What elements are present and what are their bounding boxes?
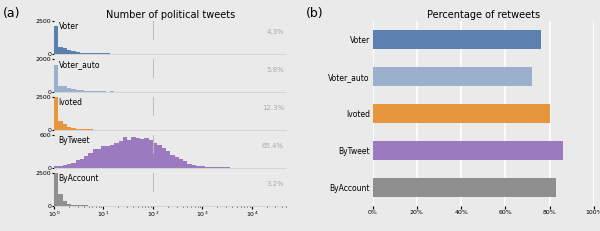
Title: Percentage of retweets: Percentage of retweets [427, 10, 540, 20]
Bar [200, 166, 205, 168]
Bar [145, 137, 149, 168]
Bar [58, 47, 62, 54]
Bar [110, 91, 114, 92]
Bar [62, 165, 67, 168]
Bar [205, 167, 209, 168]
Bar [196, 166, 200, 168]
Bar [71, 51, 76, 54]
Bar [76, 160, 80, 168]
Text: 5.8%: 5.8% [266, 67, 284, 73]
Bar [161, 148, 166, 168]
Bar [110, 145, 114, 168]
Bar [123, 137, 127, 168]
Bar [149, 140, 153, 168]
Bar [373, 103, 550, 123]
Bar [88, 53, 93, 54]
Bar [80, 90, 84, 92]
Bar [76, 52, 80, 54]
Bar [58, 121, 62, 130]
Text: 12.3%: 12.3% [262, 105, 284, 111]
Bar [373, 67, 532, 86]
Bar [76, 129, 80, 130]
Bar [93, 91, 97, 92]
Text: 4.3%: 4.3% [266, 29, 284, 35]
Bar [54, 65, 58, 92]
Bar [67, 204, 71, 206]
Bar [67, 127, 71, 130]
Bar [101, 146, 106, 168]
Bar [54, 157, 58, 206]
Bar [54, 95, 58, 130]
Bar [119, 141, 123, 168]
Bar [183, 161, 187, 168]
Text: Ivoted: Ivoted [59, 98, 83, 107]
Bar [101, 91, 106, 92]
Bar [114, 143, 119, 168]
Title: Number of political tweets: Number of political tweets [106, 10, 235, 20]
Bar [76, 205, 80, 206]
Bar [80, 159, 84, 168]
Bar [166, 151, 170, 168]
Bar [175, 157, 179, 168]
Bar [213, 167, 218, 168]
Bar [373, 177, 556, 197]
Bar [170, 155, 175, 168]
Bar [58, 166, 62, 168]
Bar [67, 164, 71, 168]
Bar [54, 166, 58, 168]
Text: (b): (b) [306, 7, 323, 20]
Bar [76, 90, 80, 92]
Bar [62, 124, 67, 130]
Bar [88, 91, 93, 92]
Bar [187, 164, 192, 168]
Bar [93, 53, 97, 54]
Bar [71, 205, 76, 206]
Bar [54, 26, 58, 54]
Bar [209, 167, 213, 168]
Bar [97, 53, 101, 54]
Bar [58, 86, 62, 92]
Bar [80, 129, 84, 130]
Bar [84, 53, 88, 54]
Bar [140, 139, 145, 168]
Bar [127, 140, 131, 168]
Bar [93, 149, 97, 168]
Bar [62, 201, 67, 206]
Bar [131, 137, 136, 168]
Bar [71, 89, 76, 92]
Bar [101, 53, 106, 54]
Bar [84, 156, 88, 168]
Bar [97, 149, 101, 168]
Bar [192, 165, 196, 168]
Text: Voter_auto: Voter_auto [59, 60, 100, 69]
Bar [71, 128, 76, 130]
Bar [62, 49, 67, 54]
Bar [153, 143, 157, 168]
Bar [88, 153, 93, 168]
Bar [84, 91, 88, 92]
Text: ByAccount: ByAccount [59, 174, 99, 183]
Bar [136, 138, 140, 168]
Bar [62, 86, 67, 92]
Bar [373, 140, 563, 160]
Bar [71, 163, 76, 168]
Bar [157, 145, 161, 168]
Text: (a): (a) [3, 7, 20, 20]
Bar [67, 50, 71, 54]
Bar [58, 194, 62, 206]
Bar [179, 159, 183, 168]
Bar [106, 146, 110, 168]
Bar [97, 91, 101, 92]
Text: Voter: Voter [59, 22, 79, 31]
Text: 65.4%: 65.4% [262, 143, 284, 149]
Bar [373, 30, 541, 49]
Text: 3.2%: 3.2% [266, 181, 284, 187]
Text: ByTweet: ByTweet [59, 136, 90, 145]
Bar [80, 53, 84, 54]
Bar [67, 88, 71, 92]
